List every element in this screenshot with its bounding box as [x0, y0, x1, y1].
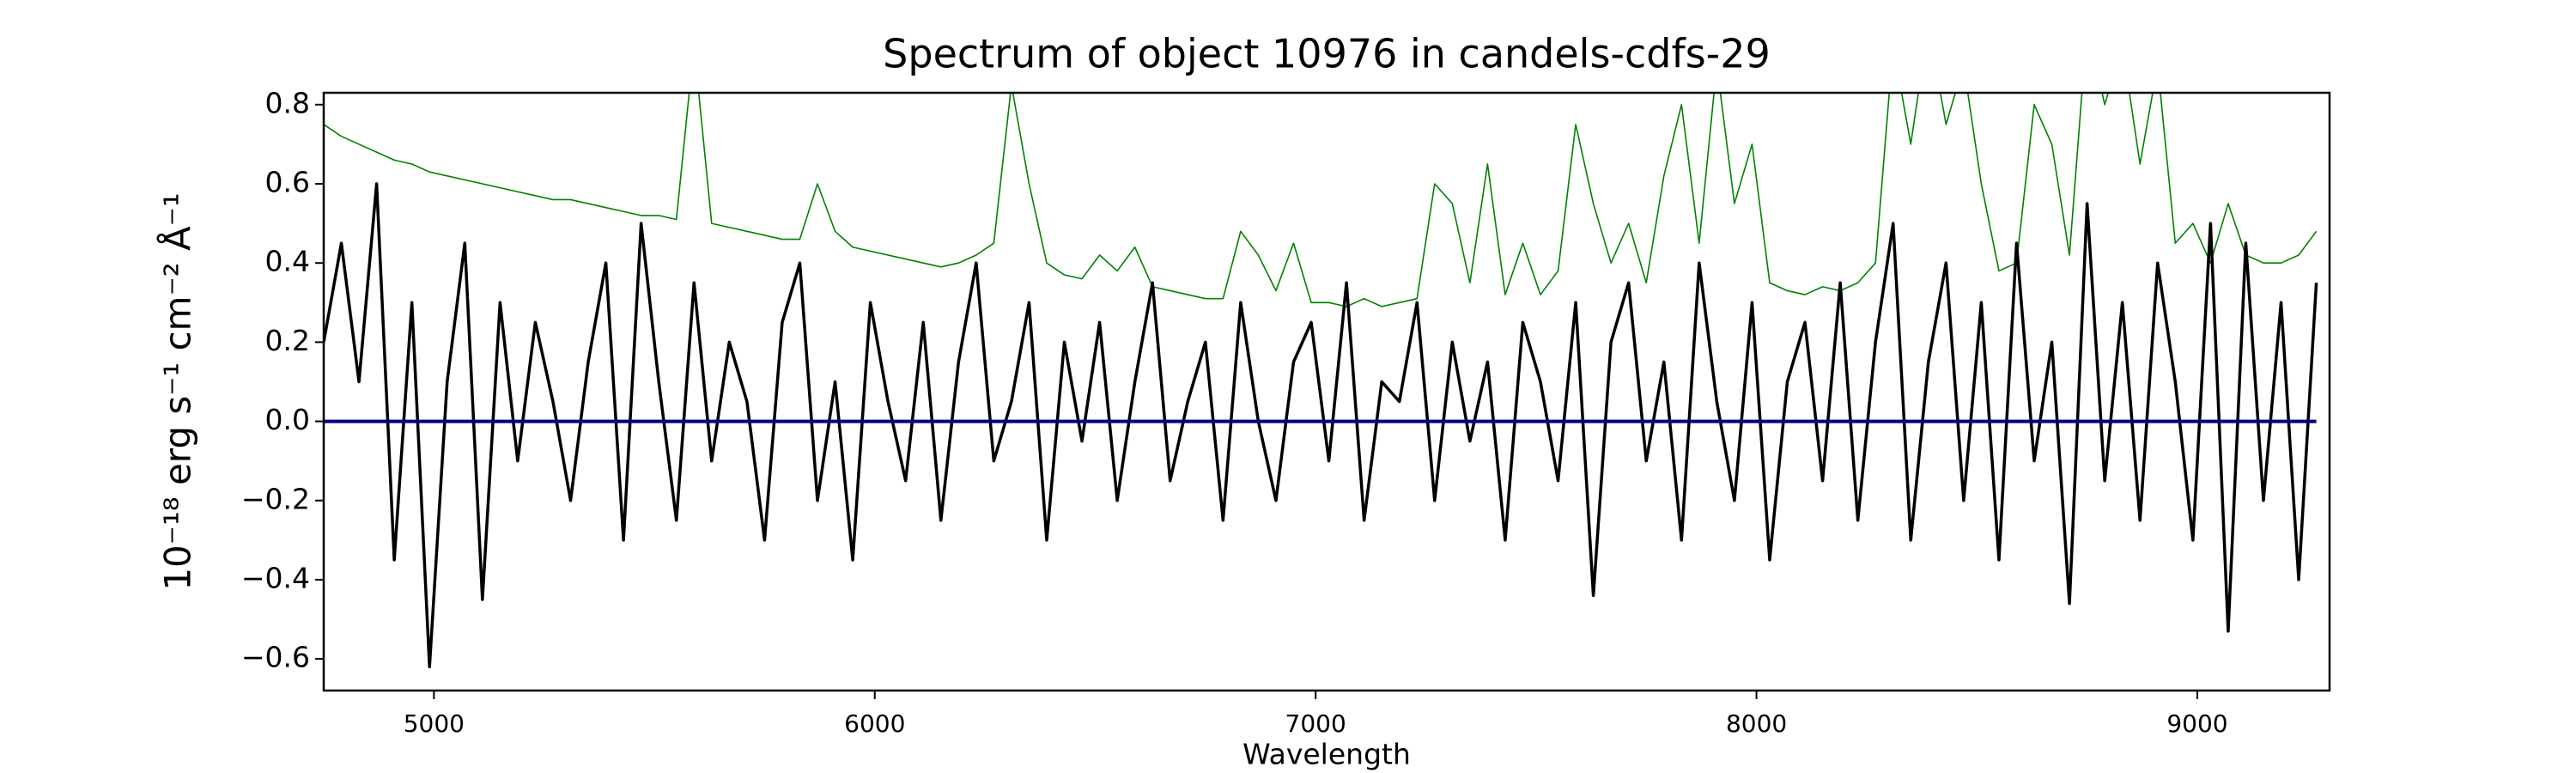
x-tick-label: 8000 [1726, 709, 1787, 738]
spectrum-line [324, 182, 2318, 669]
x-tick-label: 7000 [1285, 709, 1346, 738]
y-tick-label: 0.4 [265, 245, 310, 278]
y-tick-label: −0.4 [241, 561, 310, 594]
y-axis-label: 10⁻¹⁸ erg s⁻¹ cm⁻² Å⁻¹ [156, 192, 199, 590]
x-tick-label: 9000 [2166, 709, 2227, 738]
x-tick-label: 6000 [844, 709, 905, 738]
x-tick-label: 5000 [404, 709, 465, 738]
plot-area [324, 93, 2318, 669]
y-tick-label: −0.2 [241, 482, 310, 515]
chart-title: Spectrum of object 10976 in candels-cdfs… [883, 31, 1771, 77]
y-tick-label: −0.6 [241, 641, 310, 674]
y-tick-label: 0.2 [265, 324, 310, 357]
y-tick-label: 0.6 [265, 166, 310, 199]
x-axis-label: Wavelength [1242, 738, 1411, 771]
y-tick-label: 0.0 [265, 403, 310, 436]
y-tick-label: 0.8 [265, 86, 310, 119]
axes-frame [322, 91, 2331, 692]
spectrum-line [324, 93, 2318, 307]
